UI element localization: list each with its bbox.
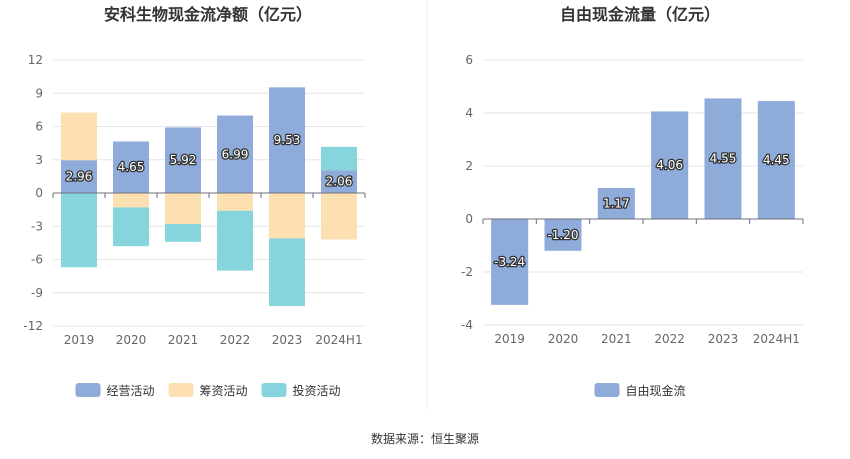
bar-operating bbox=[113, 141, 149, 193]
bar-fcf bbox=[597, 187, 635, 219]
x-tick-label: 2019 bbox=[64, 333, 95, 347]
bar-investing bbox=[165, 224, 201, 242]
x-tick-label: 2024H1 bbox=[753, 332, 800, 346]
y-tick-label: 4 bbox=[465, 106, 473, 120]
data-label: 6.99 bbox=[222, 147, 249, 161]
x-tick-label: 2021 bbox=[168, 333, 199, 347]
y-tick-label: -2 bbox=[461, 265, 473, 279]
bar-financing bbox=[321, 193, 357, 240]
y-tick-label: 0 bbox=[465, 212, 473, 226]
y-tick-label: -9 bbox=[31, 286, 43, 300]
data-label: -3.24 bbox=[494, 255, 525, 269]
data-label: 4.55 bbox=[710, 152, 737, 166]
legend-item-investing: 投资活动 bbox=[261, 383, 341, 398]
bar-fcf bbox=[544, 219, 582, 251]
y-tick-label: 6 bbox=[35, 120, 43, 134]
bar-investing bbox=[321, 146, 357, 171]
data-label: 4.65 bbox=[118, 160, 145, 174]
bar-fcf bbox=[757, 101, 795, 219]
y-tick-label: -12 bbox=[23, 319, 43, 333]
bar-investing bbox=[113, 207, 149, 247]
data-label: 5.92 bbox=[170, 153, 197, 167]
legend-label: 自由现金流 bbox=[626, 383, 686, 398]
legend-swatch bbox=[261, 383, 287, 397]
bar-operating bbox=[269, 87, 305, 193]
bar-financing bbox=[269, 193, 305, 239]
data-source: 数据来源：恒生聚源 bbox=[371, 431, 479, 446]
bar-financing bbox=[113, 193, 149, 208]
y-tick-label: -4 bbox=[461, 318, 473, 332]
x-tick-label: 2019 bbox=[494, 332, 525, 346]
legend-swatch bbox=[594, 383, 620, 397]
bar-fcf bbox=[704, 98, 742, 219]
y-tick-label: 3 bbox=[35, 153, 43, 167]
y-tick-label: -6 bbox=[31, 253, 43, 267]
legend-item-fcf: 自由现金流 bbox=[594, 383, 686, 398]
data-label: 4.06 bbox=[656, 158, 683, 172]
bar-financing bbox=[165, 193, 201, 225]
x-tick-label: 2023 bbox=[708, 332, 739, 346]
legend-label: 筹资活动 bbox=[200, 384, 248, 398]
bar-fcf bbox=[651, 111, 689, 219]
data-label: 2.96 bbox=[66, 170, 93, 184]
bar-operating bbox=[217, 115, 253, 193]
bar-investing bbox=[269, 238, 305, 307]
x-tick-label: 2023 bbox=[272, 333, 303, 347]
y-tick-label: 6 bbox=[465, 53, 473, 67]
x-tick-label: 2020 bbox=[116, 333, 147, 347]
bar-investing bbox=[61, 193, 97, 268]
data-label: 4.45 bbox=[763, 153, 790, 167]
y-tick-label: 0 bbox=[35, 186, 43, 200]
free-cash-flow-chart: 自由现金流量（亿元） 6 4 2 0 -2 -4 -3.24 2019 -1.20 2020 1.17… bbox=[461, 5, 804, 398]
y-tick-label: 12 bbox=[28, 53, 43, 67]
y-tick-label: 2 bbox=[465, 159, 473, 173]
x-tick-label: 2021 bbox=[601, 332, 632, 346]
net-cash-flow-chart: 安科生物现金流净额（亿元） 12 9 6 3 0 -3 -6 -9 -12 2.96 2019 4.65… bbox=[23, 5, 366, 398]
bar-operating bbox=[321, 170, 357, 193]
bar-fcf bbox=[491, 219, 529, 305]
bar-investing bbox=[217, 210, 253, 271]
chart-title: 安科生物现金流净额（亿元） bbox=[104, 5, 312, 24]
legend-item-financing: 筹资活动 bbox=[168, 383, 248, 398]
y-tick-label: 9 bbox=[35, 86, 43, 100]
x-tick-label: 2024H1 bbox=[315, 333, 362, 347]
data-label: 1.17 bbox=[603, 196, 630, 210]
chart-title: 自由现金流量（亿元） bbox=[560, 5, 720, 24]
legend-swatch bbox=[168, 383, 194, 397]
bar-financing bbox=[61, 112, 97, 161]
legend-label: 经营活动 bbox=[107, 384, 155, 398]
data-label: -1.20 bbox=[547, 228, 578, 242]
bar-operating bbox=[165, 127, 201, 193]
y-tick-label: -3 bbox=[31, 219, 43, 233]
data-label: 2.06 bbox=[326, 175, 353, 189]
x-tick-label: 2020 bbox=[548, 332, 579, 346]
data-label: 9.53 bbox=[274, 133, 301, 147]
bar-financing bbox=[217, 193, 253, 211]
x-tick-label: 2022 bbox=[220, 333, 251, 347]
x-tick-label: 2022 bbox=[654, 332, 685, 346]
legend-item-operating: 经营活动 bbox=[75, 383, 155, 398]
legend-label: 投资活动 bbox=[293, 383, 341, 398]
legend-swatch bbox=[75, 383, 101, 397]
bar-operating bbox=[61, 160, 97, 193]
